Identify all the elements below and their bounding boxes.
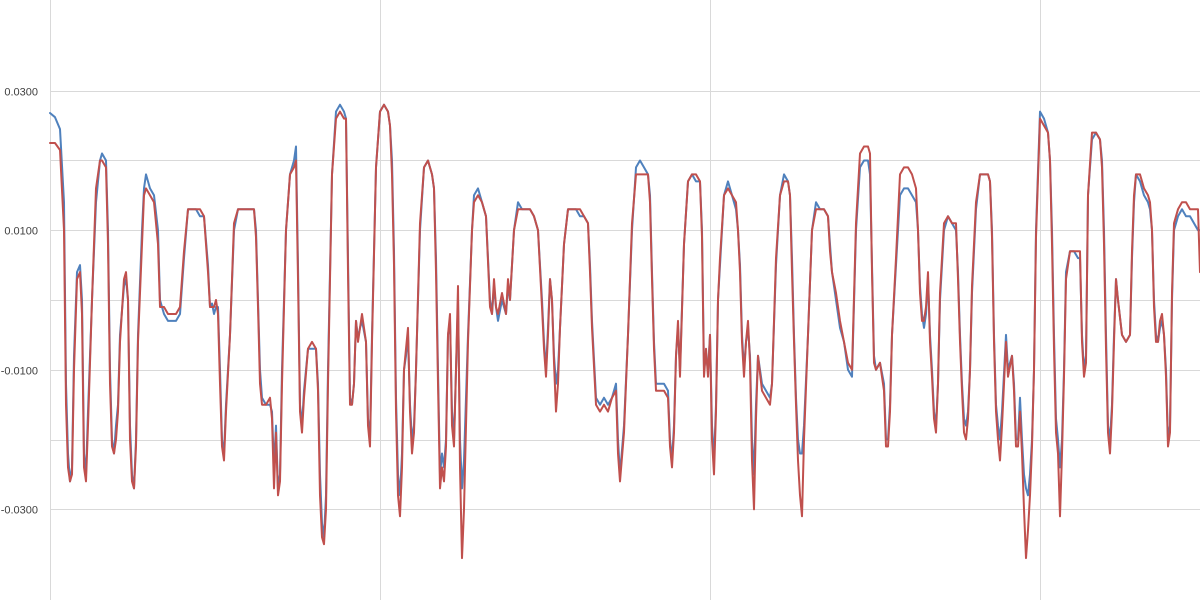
gridlines <box>50 0 1200 600</box>
y-tick-label: -0.0100 <box>1 366 38 378</box>
series-group <box>49 103 1200 560</box>
y-tick-label: 0.0300 <box>4 87 38 99</box>
y-tick-label: 0.0100 <box>4 226 38 238</box>
y-axis-tick-labels: 0.0300 0.0100 -0.0100 -0.0300 <box>1 87 38 517</box>
series-2-line <box>49 103 1200 560</box>
y-tick-label: -0.0300 <box>1 505 38 517</box>
series-1-line <box>49 103 1200 539</box>
